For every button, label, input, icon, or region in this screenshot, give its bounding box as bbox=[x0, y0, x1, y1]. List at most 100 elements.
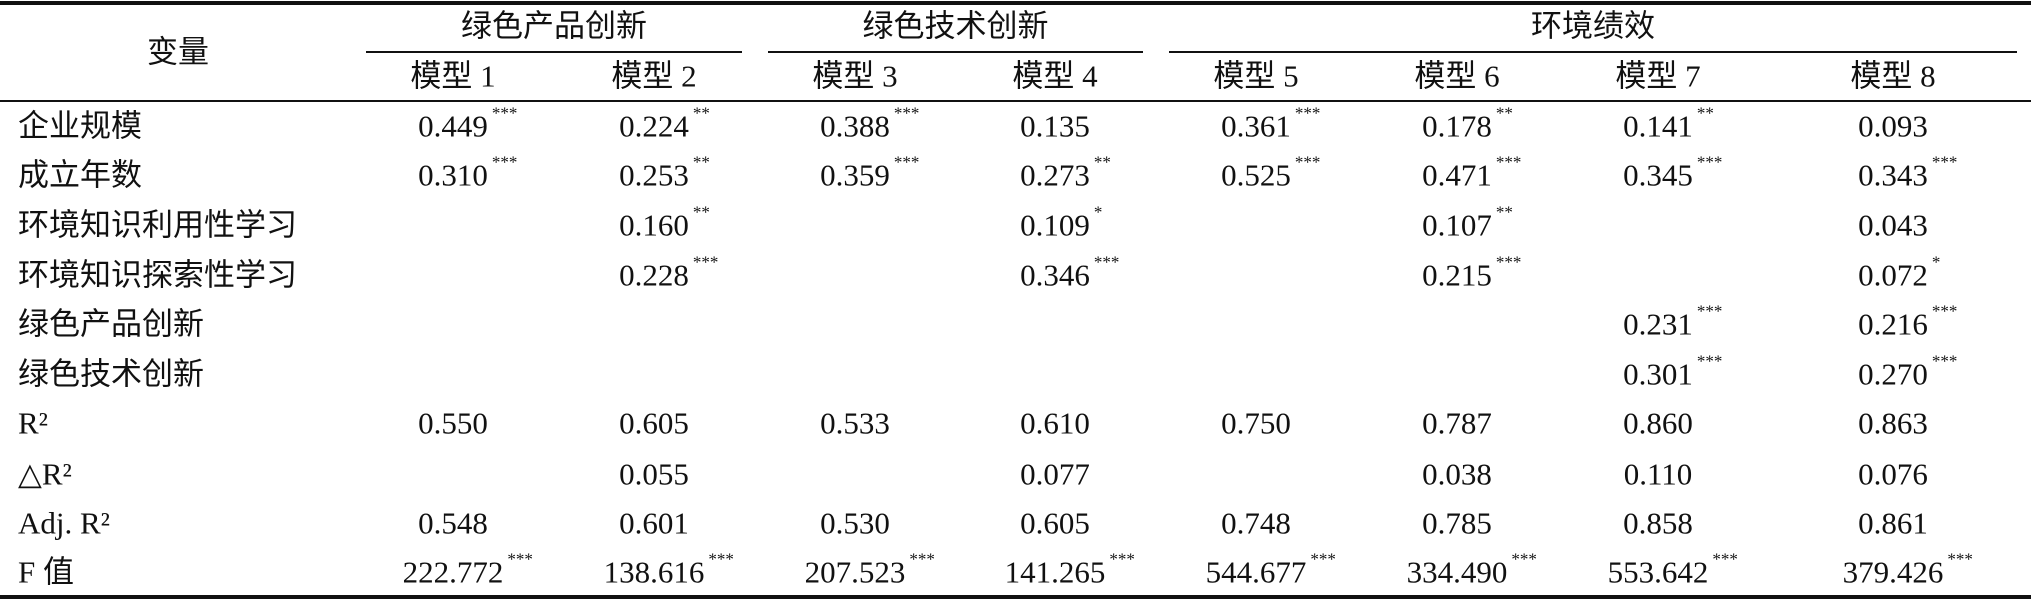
corner-header: 变量 bbox=[147, 34, 209, 70]
row-label: R² bbox=[18, 405, 48, 441]
cell-value: 222.772 *** bbox=[402, 549, 533, 590]
significance: *** bbox=[1696, 301, 1723, 321]
cell-value: 0.388 *** bbox=[820, 103, 920, 144]
cell-value: 0.601 bbox=[619, 505, 689, 541]
cell-value: 0.110 bbox=[1623, 456, 1693, 492]
significance: *** bbox=[1294, 103, 1321, 123]
significance: *** bbox=[692, 252, 719, 272]
row-label: F 值 bbox=[18, 554, 74, 590]
significance: *** bbox=[491, 103, 518, 123]
significance: ** bbox=[1093, 152, 1111, 172]
significance: *** bbox=[1931, 301, 1958, 321]
cell-value: 138.616 *** bbox=[603, 549, 734, 590]
cell-value: 0.228 *** bbox=[619, 252, 719, 293]
cell-value: 0.216 *** bbox=[1858, 301, 1958, 342]
cell-value: 0.343 *** bbox=[1858, 152, 1958, 193]
cell-value: 0.160 ** bbox=[619, 202, 710, 243]
significance: *** bbox=[1931, 351, 1958, 371]
cell-value: 0.231 *** bbox=[1623, 301, 1723, 342]
group-rule bbox=[1169, 51, 2017, 53]
cell-value: 0.863 bbox=[1858, 405, 1928, 441]
cell-value: 0.273 ** bbox=[1020, 152, 1111, 193]
row-label: 环境知识探索性学习 bbox=[18, 257, 297, 293]
significance: ** bbox=[692, 152, 710, 172]
cell-value: 0.785 bbox=[1422, 505, 1492, 541]
cell-value: 334.490 *** bbox=[1406, 549, 1537, 590]
model-header: 模型 7 bbox=[1615, 58, 1701, 94]
significance: *** bbox=[1109, 549, 1135, 569]
significance: *** bbox=[1294, 152, 1321, 172]
cell-value: 0.605 bbox=[619, 405, 689, 441]
cell-value: 0.215 *** bbox=[1422, 252, 1522, 293]
cell-value: 553.642 *** bbox=[1607, 549, 1738, 590]
significance: ** bbox=[1495, 103, 1513, 123]
model-header: 模型 2 bbox=[611, 58, 697, 94]
cell-value: 0.533 bbox=[820, 405, 890, 441]
cell-value: 0.605 bbox=[1020, 505, 1090, 541]
model-header: 模型 8 bbox=[1850, 58, 1936, 94]
cell-value: 0.550 bbox=[418, 405, 488, 441]
cell-value: 0.043 bbox=[1858, 207, 1928, 243]
significance: * bbox=[1093, 202, 1103, 222]
top-rule bbox=[0, 1, 2031, 5]
row-label: △R² bbox=[18, 456, 72, 492]
significance: *** bbox=[708, 549, 734, 569]
significance: ** bbox=[692, 103, 710, 123]
cell-value: 0.253 ** bbox=[619, 152, 710, 193]
cell-value: 0.038 bbox=[1422, 456, 1492, 492]
cell-value: 379.426 *** bbox=[1842, 549, 1973, 590]
significance: *** bbox=[1712, 549, 1738, 569]
cell-value: 0.361 *** bbox=[1221, 103, 1321, 144]
cell-value: 0.109 * bbox=[1020, 202, 1103, 243]
cell-value: 0.346 *** bbox=[1020, 252, 1120, 293]
significance: *** bbox=[491, 152, 518, 172]
cell-value: 0.525 *** bbox=[1221, 152, 1321, 193]
significance: *** bbox=[1696, 351, 1723, 371]
group-header: 环境绩效 bbox=[1531, 8, 1655, 44]
group-header: 绿色技术创新 bbox=[862, 8, 1049, 44]
significance: *** bbox=[1696, 152, 1723, 172]
significance: ** bbox=[1495, 202, 1513, 222]
model-header: 模型 5 bbox=[1213, 58, 1299, 94]
bottom-rule bbox=[0, 595, 2031, 599]
significance: *** bbox=[909, 549, 935, 569]
cell-value: 0.076 bbox=[1858, 456, 1928, 492]
cell-value: 0.055 bbox=[619, 456, 689, 492]
significance: *** bbox=[1511, 549, 1537, 569]
cell-value: 0.861 bbox=[1858, 505, 1928, 541]
row-label: 企业规模 bbox=[18, 108, 142, 144]
cell-value: 0.301 *** bbox=[1623, 351, 1723, 392]
cell-value: 0.077 bbox=[1020, 456, 1090, 492]
cell-value: 0.548 bbox=[418, 505, 488, 541]
group-rule bbox=[366, 51, 742, 53]
model-header: 模型 6 bbox=[1414, 58, 1500, 94]
header-rule bbox=[0, 100, 2031, 102]
cell-value: 0.178 ** bbox=[1422, 103, 1513, 144]
cell-value: 0.530 bbox=[820, 505, 890, 541]
cell-value: 0.107 ** bbox=[1422, 202, 1513, 243]
cell-value: 0.345 *** bbox=[1623, 152, 1723, 193]
cell-value: 0.224 ** bbox=[619, 103, 710, 144]
significance: ** bbox=[692, 202, 710, 222]
cell-value: 0.750 bbox=[1221, 405, 1291, 441]
row-label: 绿色产品创新 bbox=[18, 306, 204, 342]
significance: *** bbox=[1495, 252, 1522, 272]
row-label: 绿色技术创新 bbox=[18, 356, 204, 392]
cell-value: 0.072 * bbox=[1858, 252, 1941, 293]
cell-value: 0.135 bbox=[1020, 108, 1090, 144]
cell-value: 0.858 bbox=[1623, 505, 1693, 541]
model-header: 模型 4 bbox=[1012, 58, 1098, 94]
cell-value: 544.677 *** bbox=[1205, 549, 1336, 590]
significance: * bbox=[1931, 252, 1941, 272]
cell-value: 0.610 bbox=[1020, 405, 1090, 441]
cell-value: 0.471 *** bbox=[1422, 152, 1522, 193]
model-header: 模型 3 bbox=[812, 58, 898, 94]
cell-value: 0.270 *** bbox=[1858, 351, 1958, 392]
group-rule bbox=[768, 51, 1143, 53]
cell-value: 0.093 bbox=[1858, 108, 1928, 144]
model-header: 模型 1 bbox=[410, 58, 496, 94]
significance: *** bbox=[507, 549, 533, 569]
cell-value: 0.748 bbox=[1221, 505, 1291, 541]
cell-value: 141.265 *** bbox=[1004, 549, 1135, 590]
